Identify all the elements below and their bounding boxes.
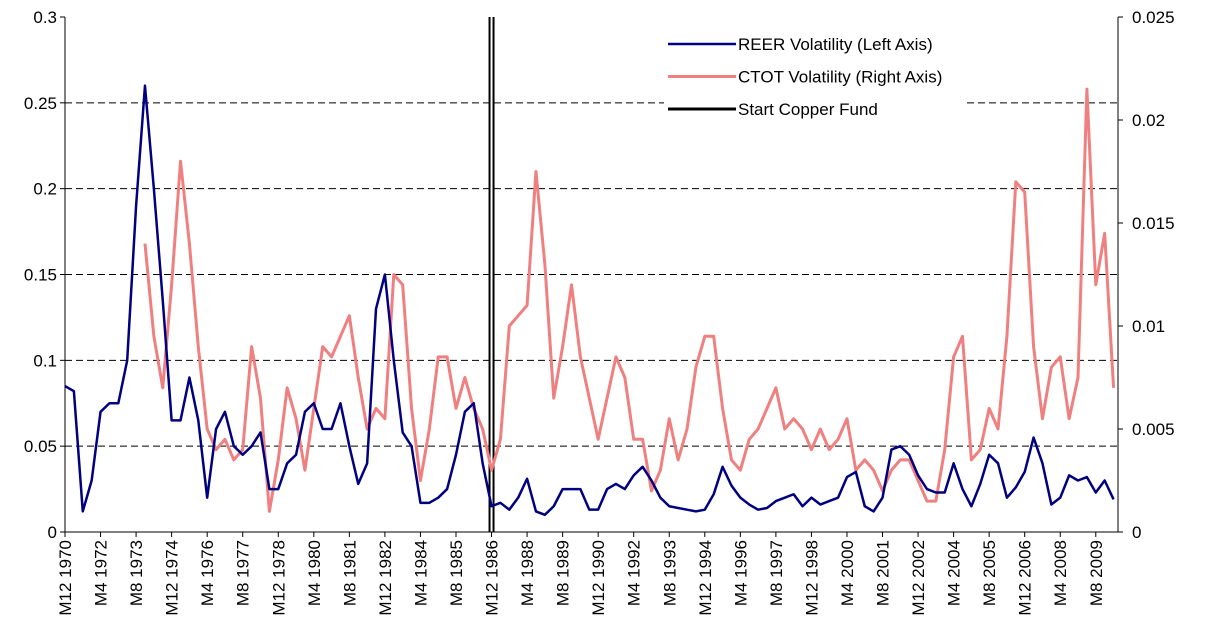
y2-tick-label: 0.015 [1132, 214, 1175, 233]
x-tick-label: M8 1977 [234, 540, 253, 606]
y-tick-label: 0.3 [33, 8, 57, 27]
legend-label: Start Copper Fund [738, 100, 878, 119]
y2-tick-label: 0.025 [1132, 8, 1175, 27]
x-tick-label: M8 1997 [767, 540, 786, 606]
x-tick-label: M4 1976 [198, 540, 217, 606]
legend-label: CTOT Volatility (Right Axis) [738, 68, 942, 87]
x-tick-label: M12 1982 [376, 540, 395, 616]
x-tick-label: M4 2008 [1051, 540, 1070, 606]
x-tick-label: M8 1981 [340, 540, 359, 606]
y2-tick-label: 0.02 [1132, 111, 1165, 130]
x-tick-label: M12 1998 [802, 540, 821, 616]
y-tick-label: 0.05 [24, 437, 57, 456]
y2-tick-label: 0.01 [1132, 317, 1165, 336]
x-tick-label: M4 1988 [518, 540, 537, 606]
x-tick-label: M8 2005 [980, 540, 999, 606]
x-tick-label: M12 2002 [909, 540, 928, 616]
x-tick-label: M8 1993 [660, 540, 679, 606]
y2-tick-label: 0 [1132, 523, 1141, 542]
x-tick-label: M12 1986 [483, 540, 502, 616]
x-tick-label: M4 1984 [411, 540, 430, 606]
x-tick-label: M4 2004 [945, 540, 964, 606]
x-tick-label: M4 1992 [625, 540, 644, 606]
y2-tick-label: 0.005 [1132, 420, 1175, 439]
x-tick-label: M12 1974 [163, 540, 182, 616]
y-tick-label: 0.1 [33, 351, 57, 370]
y-tick-label: 0 [48, 523, 57, 542]
series-line [143, 87, 1116, 513]
x-tick-label: M8 2001 [874, 540, 893, 606]
x-tick-label: M12 1994 [696, 540, 715, 616]
x-tick-label: M4 1980 [305, 540, 324, 606]
x-tick-label: M8 1989 [554, 540, 573, 606]
x-tick-label: M4 1996 [731, 540, 750, 606]
y-tick-label: 0.25 [24, 94, 57, 113]
x-tick-label: M12 1990 [589, 540, 608, 616]
x-tick-label: M12 1970 [56, 540, 75, 616]
x-tick-label: M4 2000 [838, 540, 857, 606]
legend-label: REER Volatility (Left Axis) [738, 35, 933, 54]
series-line [64, 84, 1115, 517]
x-tick-label: M4 1972 [92, 540, 111, 606]
y-tick-label: 0.15 [24, 266, 57, 285]
x-tick-label: M8 1985 [447, 540, 466, 606]
x-tick-label: M8 2009 [1087, 540, 1106, 606]
x-tick-label: M12 1978 [269, 540, 288, 616]
y-tick-label: 0.2 [33, 180, 57, 199]
x-tick-label: M12 2006 [1016, 540, 1035, 616]
x-tick-label: M8 1973 [127, 540, 146, 606]
